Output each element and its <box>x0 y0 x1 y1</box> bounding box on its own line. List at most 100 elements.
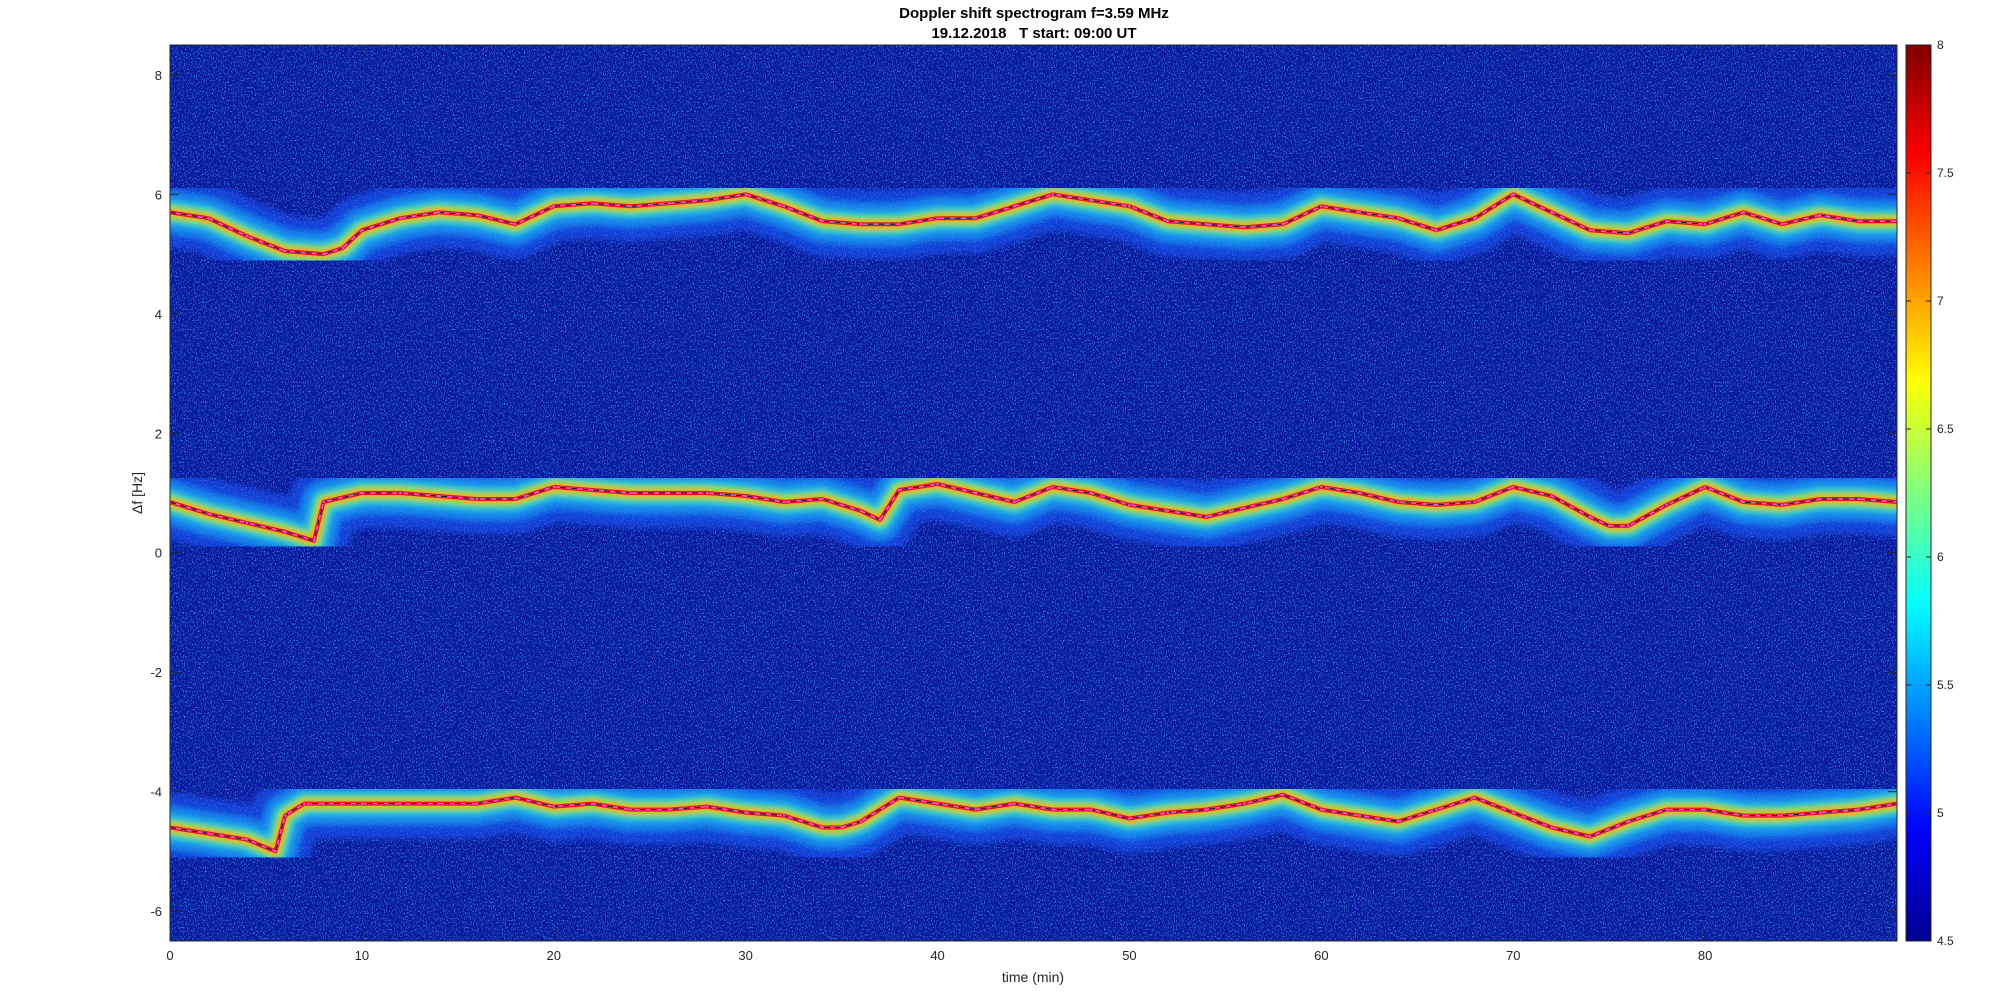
data-point <box>1166 509 1170 513</box>
data-point <box>1089 808 1093 811</box>
y-axis-label: Δf [Hz] <box>129 472 145 514</box>
data-point <box>706 199 709 202</box>
data-point <box>274 850 277 853</box>
data-point <box>1703 485 1707 489</box>
data-point <box>1281 793 1285 796</box>
data-point <box>1665 503 1668 507</box>
y-tick-label: 6 <box>155 187 162 202</box>
data-point <box>590 202 594 205</box>
data-point <box>974 217 978 220</box>
colorbar-tick-label: 8 <box>1937 38 1944 52</box>
data-point <box>1742 500 1745 504</box>
colorbar-tick-label: 6.5 <box>1937 422 1954 436</box>
data-point <box>1320 808 1323 811</box>
data-point <box>1166 220 1170 223</box>
data-point <box>1205 223 1208 226</box>
signal-traces <box>170 192 1897 854</box>
data-point <box>245 521 248 525</box>
x-tick-label: 40 <box>930 948 944 963</box>
data-point <box>1320 205 1323 208</box>
colorbar-tick-label: 4.5 <box>1937 934 1954 948</box>
data-point <box>590 488 594 492</box>
data-point <box>667 491 671 495</box>
data-point <box>1819 497 1822 501</box>
y-tick-label: -6 <box>150 904 162 919</box>
plot-frame <box>169 44 1898 942</box>
data-point <box>1588 515 1592 519</box>
x-tick-label: 10 <box>355 948 369 963</box>
data-point <box>341 246 344 250</box>
data-point <box>1128 205 1131 208</box>
data-point <box>629 808 632 811</box>
data-point <box>475 497 479 501</box>
data-point <box>1780 503 1784 507</box>
data-point <box>1435 228 1438 232</box>
data-point <box>1205 808 1208 811</box>
data-point <box>1358 211 1361 214</box>
colorbar-tick-label: 6 <box>1937 550 1944 564</box>
data-point <box>1320 485 1323 489</box>
data-point <box>1396 500 1400 504</box>
data-point <box>1089 491 1093 495</box>
data-point <box>283 814 287 817</box>
data-point <box>1742 211 1745 214</box>
data-point <box>859 509 862 513</box>
data-point <box>1358 814 1361 817</box>
data-point <box>859 223 862 226</box>
x-tick-label: 0 <box>166 948 173 963</box>
data-point <box>1627 524 1630 528</box>
data-point <box>1703 223 1707 226</box>
data-point <box>1281 223 1285 226</box>
data-point <box>1627 820 1630 823</box>
data-point <box>399 491 402 495</box>
data-point <box>283 249 287 253</box>
data-point <box>322 500 325 504</box>
data-point <box>1281 497 1285 501</box>
data-point <box>1703 808 1707 811</box>
data-point <box>1051 808 1054 811</box>
data-point <box>1243 802 1246 805</box>
data-point <box>207 832 210 835</box>
data-point <box>399 217 402 220</box>
data-point <box>514 796 517 799</box>
data-point <box>1473 217 1477 220</box>
data-point <box>1512 193 1515 196</box>
data-point <box>1089 199 1093 202</box>
data-point <box>744 193 747 196</box>
data-point <box>245 234 248 238</box>
data-point <box>360 491 364 495</box>
data-point <box>1607 524 1611 528</box>
data-point <box>1857 220 1860 223</box>
data-point <box>1166 811 1170 814</box>
data-point <box>1013 500 1016 504</box>
data-point <box>245 838 248 841</box>
data-point <box>1473 500 1477 504</box>
data-point <box>744 811 747 814</box>
data-point <box>840 826 843 829</box>
data-point <box>552 805 555 808</box>
colorbar-tick-label: 5 <box>1937 806 1944 820</box>
y-tick-label: 4 <box>155 307 162 322</box>
data-point <box>437 211 440 214</box>
chart-title: Doppler shift spectrogram f=3.59 MHz <box>899 5 1169 22</box>
y-tick-label: 2 <box>155 426 162 441</box>
data-point <box>1128 817 1131 820</box>
x-tick-label: 80 <box>1698 948 1712 963</box>
y-tick-label: -2 <box>150 665 162 680</box>
data-point <box>207 512 210 516</box>
data-point <box>878 518 882 522</box>
data-point <box>552 485 555 489</box>
data-point <box>1243 506 1246 510</box>
data-point <box>744 494 747 498</box>
data-point <box>667 202 671 205</box>
colorbar-tick-label: 5.5 <box>1937 678 1954 692</box>
x-tick-label: 70 <box>1506 948 1520 963</box>
data-point <box>1396 217 1400 220</box>
data-point <box>821 220 824 223</box>
data-point <box>552 205 555 208</box>
y-tick-label: -4 <box>150 785 162 800</box>
data-point <box>1013 205 1016 208</box>
colorbar: 4.5 5 5.5 6 6.5 7 7.5 8 <box>1905 38 1954 948</box>
data-point <box>897 488 901 492</box>
